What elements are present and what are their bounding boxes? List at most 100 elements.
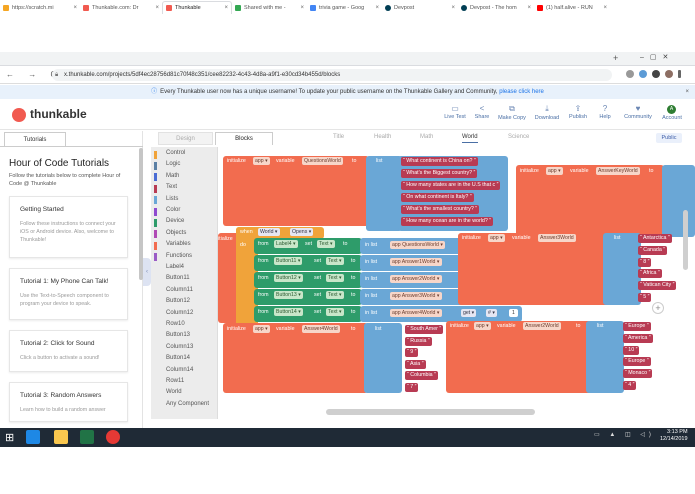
text-string-block[interactable]: Africa [638, 269, 662, 279]
close-icon[interactable]: × [224, 5, 228, 11]
list-variable-dropdown[interactable]: app Answer1World ▾ [390, 258, 442, 266]
close-icon[interactable]: × [685, 89, 689, 95]
live-test-button[interactable]: ▭ Live Test [440, 104, 470, 120]
palette-item[interactable]: Functions [166, 252, 193, 259]
text-string-block[interactable]: South Amer [405, 325, 444, 334]
palette-item[interactable]: Variables [166, 241, 191, 248]
property-dropdown[interactable]: Text ▾ [326, 257, 344, 265]
list-block[interactable] [366, 156, 402, 231]
set-property-block[interactable] [254, 255, 362, 271]
make-copy-button[interactable]: ⧉ Make Copy [498, 104, 526, 121]
list-block[interactable] [364, 323, 402, 393]
system-tray[interactable]: ▭ ▲ ◫ ◁) [594, 432, 655, 438]
close-icon[interactable]: × [375, 4, 379, 11]
close-icon[interactable]: × [300, 4, 304, 11]
file-explorer-icon[interactable] [54, 430, 68, 444]
variable-name-field[interactable]: QuestionsWorld [302, 157, 343, 165]
close-icon[interactable]: × [73, 4, 77, 11]
text-string-block[interactable]: What's the Biggest country? [401, 169, 478, 178]
text-string-block[interactable]: Europe [623, 357, 651, 367]
text-string-block[interactable]: 9 [405, 348, 419, 357]
palette-item[interactable]: World [166, 389, 182, 396]
set-property-block[interactable] [254, 272, 362, 288]
taskbar-clock[interactable]: 3:13 PM 12/14/2019 [660, 429, 688, 442]
initialize-variable-block[interactable] [516, 165, 664, 237]
palette-item[interactable]: Math [166, 172, 180, 179]
text-string-block[interactable]: Asia [405, 359, 426, 369]
screen-tab-math[interactable]: Math [420, 134, 434, 140]
text-string-block[interactable]: Canada [638, 245, 668, 255]
vertical-scrollbar[interactable] [683, 210, 688, 270]
component-dropdown[interactable]: Button11 ▾ [274, 257, 303, 265]
download-button[interactable]: ⤓ Download [532, 104, 562, 121]
menu-icon[interactable] [678, 70, 681, 78]
nav-buttons[interactable]: ← → C [6, 70, 63, 79]
list-variable-dropdown[interactable]: app Answer3World ▾ [390, 292, 442, 300]
window-controls[interactable]: –▢✕ [640, 54, 675, 61]
text-string-block[interactable]: Vatican City [638, 281, 677, 291]
tutorial-card[interactable]: Getting Started Follow these instructions… [9, 196, 128, 258]
share-button[interactable]: < Share [467, 104, 497, 120]
variable-name-field[interactable]: Answer2World [523, 322, 561, 330]
star-icon[interactable] [626, 70, 634, 78]
get-dropdown[interactable]: get ▾ [461, 309, 477, 317]
list-block[interactable] [662, 165, 695, 237]
initialize-variable-block[interactable] [446, 321, 606, 393]
palette-item[interactable]: Logic [166, 161, 181, 168]
index-mode-dropdown[interactable]: # ▾ [486, 309, 497, 317]
variable-name-field[interactable]: AnswerKeyWorld [596, 167, 640, 175]
text-string-block[interactable]: Russia [405, 336, 432, 346]
set-property-block[interactable] [254, 306, 362, 322]
scope-dropdown[interactable]: app ▾ [488, 234, 505, 242]
blocks-tab[interactable]: Blocks [215, 132, 273, 145]
property-dropdown[interactable]: Text ▾ [326, 291, 344, 299]
list-variable-dropdown[interactable]: app Answer2World ▾ [390, 275, 442, 283]
palette-item[interactable]: Color [166, 207, 181, 213]
blocks-workspace[interactable]: initialize app ▾ variable QuestionsWorld… [218, 147, 695, 419]
text-string-block[interactable]: How many states are in the U.S that c [401, 181, 501, 190]
variable-name-field[interactable]: Answer4World [302, 325, 340, 333]
scope-dropdown[interactable]: app ▾ [546, 167, 563, 175]
windows-start-icon[interactable]: ⊞ [5, 432, 15, 444]
palette-item[interactable]: Objects [166, 229, 187, 236]
text-string-block[interactable]: Monaco [623, 369, 653, 379]
close-icon[interactable]: × [451, 4, 455, 11]
scope-dropdown[interactable]: app ▾ [253, 157, 270, 165]
text-string-block[interactable]: What continent is China on? [401, 157, 478, 166]
browser-tab-3[interactable]: Thunkable × [162, 1, 232, 14]
text-string-block[interactable]: 8 [638, 257, 652, 267]
tutorial-card[interactable]: Tutorial 2: Click for Sound Click a butto… [9, 330, 128, 372]
palette-item[interactable]: Button14 [166, 355, 191, 362]
initialize-variable-block[interactable] [223, 156, 369, 226]
component-dropdown[interactable]: Label4 ▾ [274, 240, 298, 248]
event-dropdown[interactable]: Opens ▾ [290, 228, 314, 236]
community-button[interactable]: ♥ Community [624, 104, 652, 120]
text-string-block[interactable]: Columbia [405, 371, 438, 380]
browser-tab-4[interactable]: Shared with me - × [232, 1, 307, 14]
text-string-block[interactable]: What's the smallest country? [401, 205, 480, 214]
account-button[interactable]: Account [662, 115, 682, 121]
publish-button[interactable]: ⇪ Publish [563, 104, 593, 120]
palette-item[interactable]: Column13 [166, 343, 194, 350]
edge-icon[interactable] [26, 430, 40, 444]
zoom-in-button[interactable]: + [652, 302, 664, 314]
browser-tab-5[interactable]: trivia game - Goog × [307, 1, 382, 14]
set-property-block[interactable] [254, 289, 362, 305]
new-tab-button[interactable]: + [613, 53, 619, 63]
palette-item[interactable]: Lists [166, 195, 179, 202]
palette-item[interactable]: Control [166, 150, 186, 156]
chrome-icon[interactable] [106, 430, 120, 444]
tutorial-card[interactable]: Tutorial 1: My Phone Can Talk! Use the Te… [9, 268, 128, 320]
public-button[interactable]: Public [656, 133, 682, 143]
property-dropdown[interactable]: Text ▾ [326, 274, 344, 282]
extension-icon[interactable] [652, 70, 660, 78]
palette-item[interactable]: Button13 [166, 332, 191, 339]
palette-item[interactable]: Device [166, 218, 185, 225]
screen-dropdown[interactable]: World ▾ [258, 228, 280, 236]
design-tab[interactable]: Design [158, 132, 213, 145]
palette-item[interactable]: Label4 [166, 264, 185, 270]
initialize-variable-block[interactable] [223, 323, 368, 393]
horizontal-scrollbar[interactable] [326, 409, 535, 415]
palette-item[interactable]: Button12 [166, 298, 191, 305]
close-icon[interactable]: × [155, 4, 159, 11]
